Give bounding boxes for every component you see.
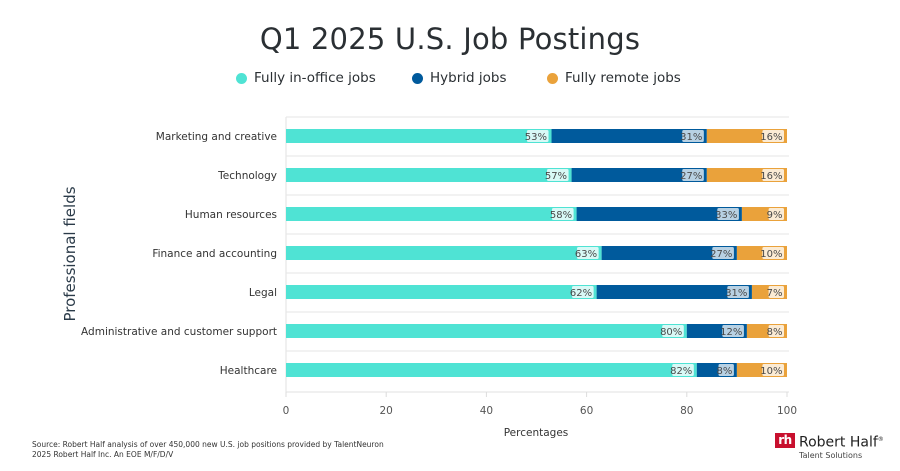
data-label: 80%	[660, 327, 682, 338]
data-label-background	[672, 364, 694, 376]
data-label: 58%	[550, 210, 572, 221]
legend-swatch-remote	[547, 72, 558, 84]
bar-segment	[596, 285, 752, 299]
data-label: 16%	[760, 171, 782, 182]
data-label: 10%	[760, 249, 782, 260]
rh-logo-icon: rh	[775, 433, 795, 448]
data-label: 31%	[680, 132, 702, 143]
legend-swatch-hybrid	[412, 72, 423, 84]
logo-name-text: Robert Half	[799, 434, 878, 451]
chart-title: Q1 2025 U.S. Job Postings	[259, 22, 641, 56]
y-tick-label: Administrative and customer support	[81, 326, 277, 338]
bar-segment	[576, 207, 742, 221]
robert-half-logo: rh Robert Half® Talent Solutions	[775, 432, 884, 461]
bar-segment	[286, 207, 577, 221]
data-label-background	[762, 169, 784, 181]
x-axis-title: Percentages	[504, 427, 569, 439]
x-tick-label: 0	[283, 405, 290, 417]
data-label-background	[762, 364, 784, 376]
x-tick-label: 20	[380, 405, 393, 417]
x-axis: 0 20 40 60 80 100	[283, 391, 797, 417]
data-label: 16%	[760, 132, 782, 143]
data-label: 27%	[710, 249, 732, 260]
data-label: 57%	[545, 171, 567, 182]
y-tick-label: Finance and accounting	[152, 248, 277, 260]
data-label-background	[762, 130, 784, 142]
data-label-background	[577, 247, 599, 259]
data-label: 53%	[525, 132, 547, 143]
bar-segment	[551, 129, 707, 143]
bar-segment	[286, 168, 572, 182]
bar-segment	[286, 285, 597, 299]
x-tick-label: 60	[580, 405, 593, 417]
bar-segment	[286, 246, 602, 260]
chart-legend: Fully in-office jobs Hybrid jobs Fully r…	[0, 70, 900, 90]
legend-item-in-office[interactable]: Fully in-office jobs	[236, 70, 376, 86]
data-label: 12%	[720, 327, 742, 338]
data-label: 33%	[715, 210, 737, 221]
data-label: 63%	[575, 249, 597, 260]
data-label-background	[526, 130, 549, 142]
data-label-background	[768, 286, 784, 298]
bar-segment	[286, 363, 697, 377]
data-label-background	[572, 286, 594, 298]
data-label: 8%	[717, 366, 733, 377]
data-label: 62%	[570, 288, 592, 299]
logo-name: Robert Half®	[799, 432, 884, 451]
data-label-background	[768, 325, 784, 337]
legend-label-hybrid: Hybrid jobs	[430, 70, 507, 86]
bar-segment	[286, 324, 687, 338]
data-label-background	[717, 208, 739, 220]
y-tick-label: Marketing and creative	[156, 131, 277, 143]
data-label-background	[712, 247, 734, 259]
data-label: 7%	[767, 288, 783, 299]
legend-label-in-office: Fully in-office jobs	[254, 70, 376, 86]
data-label-background	[718, 364, 734, 376]
source-text: Source: Robert Half analysis of over 450…	[32, 440, 384, 449]
y-tick-label: Technology	[217, 170, 277, 182]
data-label: 31%	[725, 288, 747, 299]
legend-swatch-in-office	[236, 72, 247, 84]
data-label-background	[551, 208, 574, 220]
y-tick-label: Human resources	[185, 209, 277, 221]
data-label: 8%	[767, 327, 783, 338]
x-tick-label: 80	[680, 405, 693, 417]
data-label-background	[762, 247, 784, 259]
y-tick-label: Legal	[249, 287, 277, 299]
copyright-text: 2025 Robert Half Inc. An EOE M/F/D/V	[32, 450, 174, 459]
bar-segment	[601, 246, 737, 260]
legend-label-remote: Fully remote jobs	[565, 70, 681, 86]
bar-segment	[571, 168, 707, 182]
data-label-background	[682, 130, 704, 142]
y-tick-labels: Marketing and creative Technology Human re…	[81, 131, 277, 377]
data-label: 10%	[760, 366, 782, 377]
logo-trademark: ®	[877, 436, 884, 443]
data-label: 82%	[670, 366, 692, 377]
data-label-background	[768, 208, 784, 220]
stacked-bar-chart: 53% 31% 16% 57% 27% 16% 58% 33% 9% 63% 27% 10% 62% 31…	[81, 116, 797, 439]
x-tick-label: 100	[777, 405, 797, 417]
data-label: 9%	[767, 210, 783, 221]
legend-item-hybrid[interactable]: Hybrid jobs	[412, 70, 507, 86]
data-label-background	[727, 286, 749, 298]
y-tick-label: Healthcare	[220, 365, 277, 377]
bar-segment	[286, 129, 552, 143]
logo-subtitle: Talent Solutions	[799, 450, 863, 460]
data-label-background	[546, 169, 569, 181]
legend-item-remote[interactable]: Fully remote jobs	[547, 70, 681, 86]
source-footnote: Source: Robert Half analysis of over 450…	[32, 440, 384, 460]
data-label: 27%	[680, 171, 702, 182]
bars: 53% 31% 16% 57% 27% 16% 58% 33% 9% 63% 27% 10% 62% 31…	[286, 129, 787, 377]
data-label-background	[682, 169, 704, 181]
data-label-background	[662, 325, 684, 337]
x-tick-label: 40	[480, 405, 493, 417]
data-label-background	[722, 325, 744, 337]
